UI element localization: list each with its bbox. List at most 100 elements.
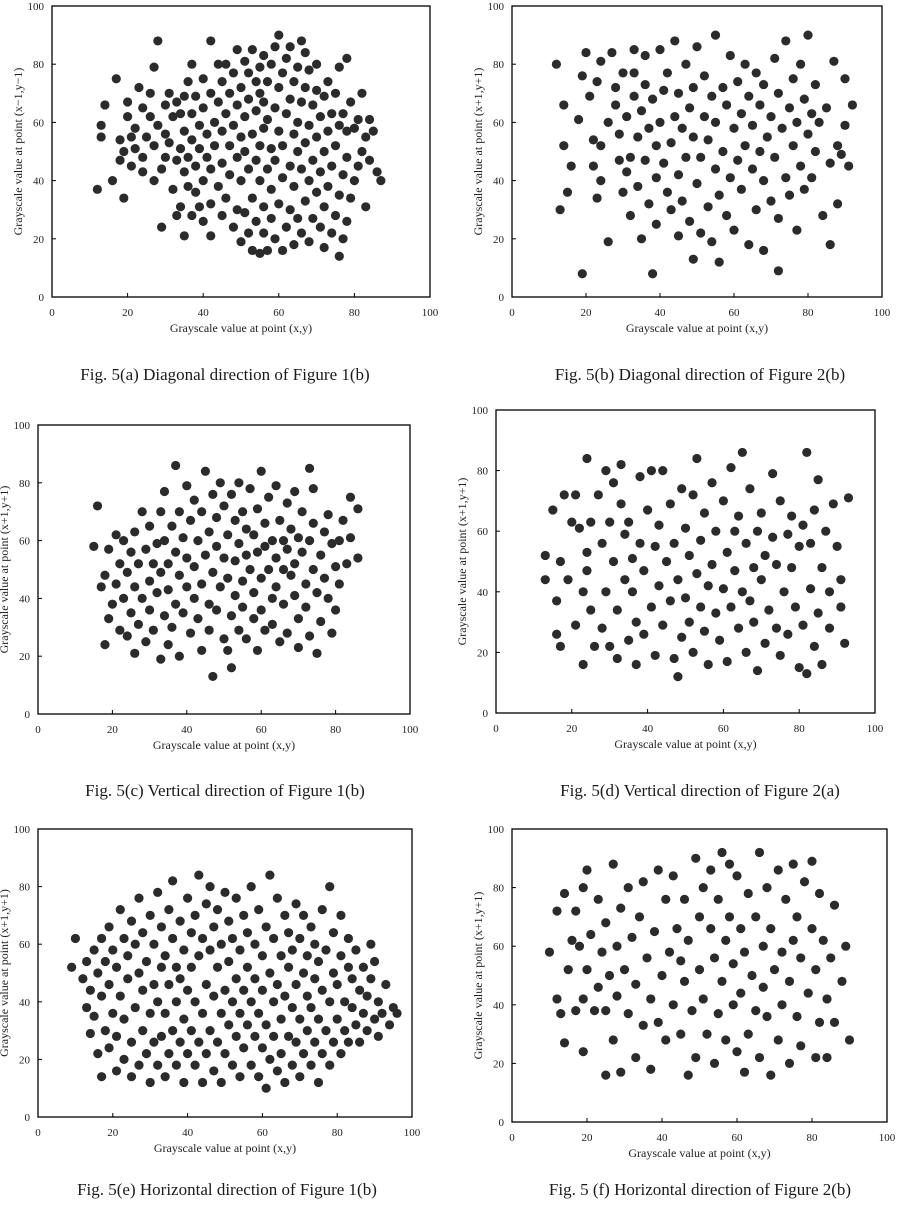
data-point [134,893,144,903]
figure-caption: Fig. 5(e) Horizontal direction of Figure… [77,1180,377,1199]
data-point [688,132,698,142]
data-point [366,939,376,949]
data-point [174,507,184,517]
data-point [209,991,219,1001]
data-point [741,538,751,548]
data-point [699,508,710,518]
data-point [205,882,215,892]
data-point [818,935,828,945]
data-point [280,910,290,921]
figure-caption: Fig. 5(a) Diagonal direction of Figure 1… [80,365,369,384]
data-point [240,56,250,66]
data-point [684,617,694,627]
data-point [187,59,197,69]
data-point [740,59,750,69]
data-point [822,994,832,1004]
data-point [559,888,570,899]
data-point [126,1037,137,1047]
data-point [699,71,710,81]
data-point [276,1049,286,1059]
data-point [115,625,125,635]
data-point [784,103,795,113]
data-point [353,114,363,125]
data-point [784,976,795,986]
data-point [798,620,808,630]
data-point [266,213,276,224]
y-tick-label: 40 [33,176,45,188]
data-point [331,605,341,615]
data-point [649,926,660,937]
data-point [179,1014,189,1024]
data-point [321,1026,331,1036]
data-point [749,562,759,573]
data-point [160,951,170,961]
data-point [204,527,214,537]
data-point [230,590,240,601]
data-point [567,935,577,945]
data-point [788,74,798,84]
y-tick-label: 80 [19,478,31,490]
data-point [118,593,129,604]
figure-caption: Fig. 5(d) Vertical direction of Figure 2… [560,781,840,800]
data-point [212,962,223,972]
data-point [280,1077,290,1088]
data-point [104,979,114,990]
data-point [209,1066,219,1076]
data-point [275,637,285,647]
data-point [313,1077,324,1088]
data-point [334,579,344,589]
data-point [251,106,261,116]
data-point [236,132,246,142]
data-point [234,478,244,488]
chart-c: 0 20 40 60 80 100 0 20 40 60 80 100 Grayscale value … [0,420,419,800]
data-point [242,928,253,938]
data-point [327,161,337,171]
data-point [225,141,235,151]
data-point [596,176,606,186]
x-tick-label: 20 [582,1132,594,1144]
data-point [343,1037,354,1047]
y-tick-label: 20 [19,1054,31,1066]
data-point [676,956,686,966]
data-point [351,1020,361,1030]
data-point [286,570,296,580]
data-point [138,985,148,995]
data-point [323,181,333,192]
data-point [635,538,645,548]
data-point [240,111,250,122]
data-point [612,991,622,1001]
data-point [563,575,573,585]
data-point [70,933,80,944]
data-point [163,640,173,650]
figure-caption: Fig. 5(c) Vertical direction of Figure 1… [85,781,365,800]
data-point [688,254,698,264]
data-point [732,871,742,881]
data-point [773,213,784,224]
data-point [323,126,333,136]
data-point [640,50,650,61]
data-point [304,65,314,75]
data-point [217,126,227,136]
data-point [304,237,314,247]
x-tick-label: 100 [422,307,439,319]
data-point [197,507,207,517]
data-point [67,962,77,972]
data-point [593,894,603,904]
data-point [317,1049,327,1059]
y-tick-label: 60 [19,939,31,951]
data-point [688,647,698,658]
x-tick-label: 80 [349,307,361,319]
data-point [183,181,193,192]
data-point [232,100,242,110]
data-point [134,82,144,93]
data-point [622,167,632,177]
y-tick-label: 60 [33,117,45,129]
data-point [211,541,222,551]
data-point [364,155,375,165]
data-point [651,141,661,151]
data-point [291,979,301,990]
data-point [673,170,684,180]
data-point [840,638,850,648]
data-point [168,184,178,194]
data-point [312,85,322,95]
